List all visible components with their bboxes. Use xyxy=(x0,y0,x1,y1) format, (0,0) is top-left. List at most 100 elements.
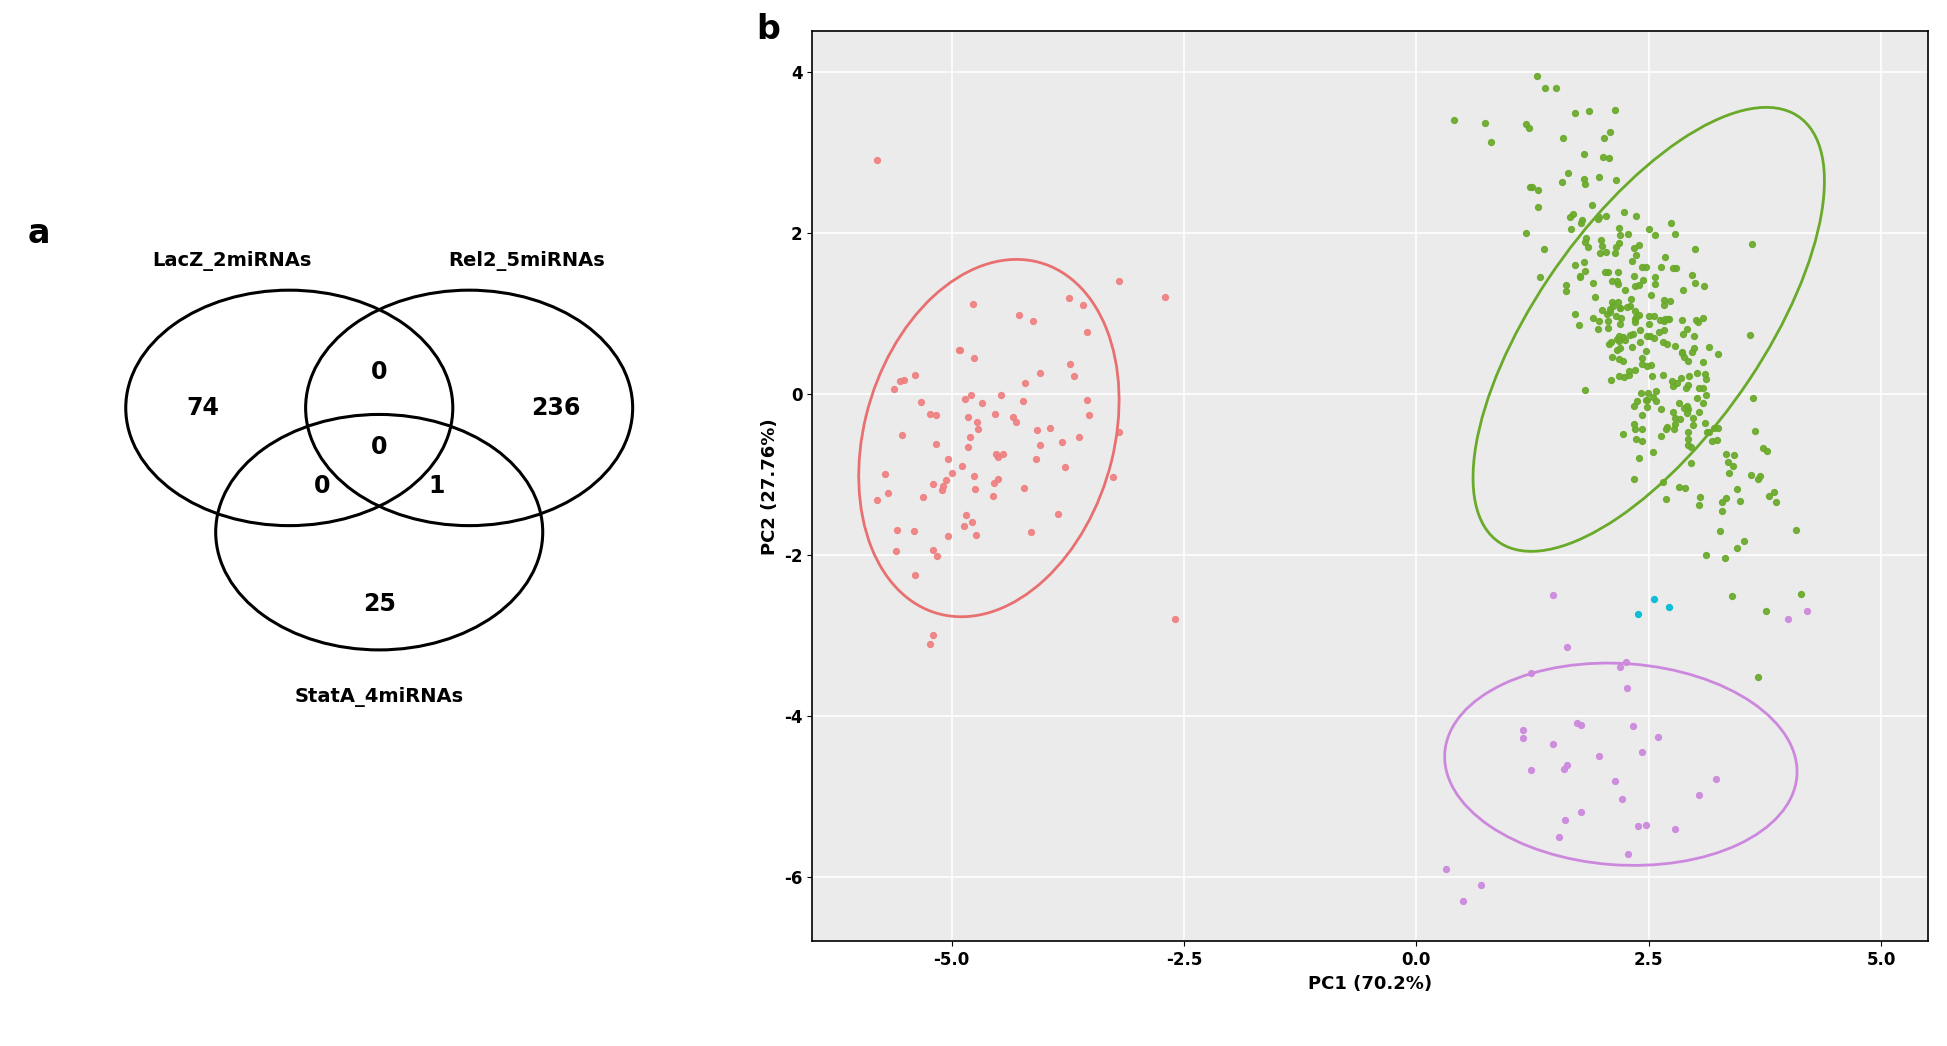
Point xyxy=(1657,404,1688,420)
Point xyxy=(1618,471,1649,487)
Point xyxy=(1632,358,1663,374)
Point xyxy=(1692,424,1723,440)
Point xyxy=(1752,488,1783,505)
Point xyxy=(1546,174,1577,190)
Point xyxy=(1688,310,1719,326)
Point xyxy=(1001,414,1032,431)
Point xyxy=(1622,818,1653,835)
Point xyxy=(1565,269,1597,286)
Point xyxy=(1651,420,1682,437)
Point xyxy=(1680,241,1711,257)
Point xyxy=(1604,299,1635,316)
Point xyxy=(931,472,962,488)
Point xyxy=(1746,440,1778,457)
Point xyxy=(954,429,985,446)
Point xyxy=(1635,368,1667,385)
Point xyxy=(1659,420,1690,437)
Point xyxy=(956,387,987,404)
Point xyxy=(907,488,938,505)
Point xyxy=(1719,447,1750,463)
Point xyxy=(1583,211,1614,228)
Point xyxy=(1620,311,1651,327)
Point xyxy=(1715,588,1746,605)
Point xyxy=(915,635,946,652)
Point xyxy=(966,394,997,411)
Text: 74: 74 xyxy=(187,395,220,419)
Point xyxy=(1684,380,1715,396)
Point xyxy=(1595,123,1626,140)
Point xyxy=(1569,254,1600,271)
Point xyxy=(1682,787,1713,803)
Point xyxy=(1696,432,1727,449)
Point xyxy=(1561,714,1593,731)
Point xyxy=(1698,419,1729,436)
Point xyxy=(1587,237,1618,254)
Point xyxy=(1653,311,1684,327)
Point xyxy=(915,406,946,423)
Point xyxy=(1610,654,1641,670)
Point xyxy=(1602,294,1634,311)
Point xyxy=(1523,182,1554,199)
Point xyxy=(1612,225,1643,242)
Point xyxy=(1665,410,1696,427)
Point xyxy=(880,543,911,560)
Point xyxy=(1676,344,1708,361)
Point xyxy=(1579,289,1610,305)
Point xyxy=(952,438,983,455)
Point xyxy=(1676,438,1708,455)
Point xyxy=(1739,389,1770,406)
Point xyxy=(1569,233,1600,250)
Point xyxy=(1573,238,1604,255)
Point xyxy=(1600,342,1632,359)
Point xyxy=(1672,401,1704,417)
Point xyxy=(1635,287,1667,303)
Point xyxy=(1620,420,1651,437)
Point xyxy=(1556,221,1587,237)
Text: a: a xyxy=(27,217,51,250)
Point xyxy=(1577,310,1608,326)
Point xyxy=(1639,269,1671,286)
Point xyxy=(1020,450,1051,467)
Point xyxy=(1600,172,1632,188)
Point xyxy=(1511,116,1542,133)
Point xyxy=(1690,370,1721,387)
Point xyxy=(1647,474,1678,491)
Point xyxy=(1628,271,1659,288)
Point xyxy=(1604,227,1635,244)
Point xyxy=(1659,821,1690,838)
Point xyxy=(1647,334,1678,350)
Point xyxy=(1604,658,1635,675)
Point xyxy=(1667,344,1698,361)
Point xyxy=(1729,532,1760,549)
Point xyxy=(1552,165,1583,182)
Point xyxy=(1597,272,1628,289)
Point xyxy=(1616,252,1647,269)
Point xyxy=(1711,490,1743,506)
Point xyxy=(1073,407,1104,424)
Point xyxy=(1735,326,1766,343)
Point xyxy=(1639,226,1671,243)
Point xyxy=(863,152,894,168)
Text: 0: 0 xyxy=(313,475,331,498)
Point xyxy=(1600,273,1632,290)
Point xyxy=(1523,68,1554,85)
Point xyxy=(1604,351,1635,368)
Point xyxy=(1569,145,1600,162)
Point xyxy=(1643,728,1674,745)
Point xyxy=(962,420,993,437)
Point xyxy=(944,342,975,359)
Point xyxy=(1067,297,1098,314)
Point xyxy=(1676,417,1708,434)
Point xyxy=(1593,264,1624,280)
Point xyxy=(979,475,1010,492)
Point xyxy=(1010,374,1042,391)
Point xyxy=(872,484,903,501)
Point xyxy=(1014,523,1046,540)
Point xyxy=(1608,328,1639,345)
Point xyxy=(1626,433,1657,450)
Point xyxy=(917,542,948,559)
Point xyxy=(1624,606,1655,622)
Point xyxy=(1737,235,1768,252)
Point xyxy=(1624,277,1655,294)
Point xyxy=(1674,454,1706,471)
